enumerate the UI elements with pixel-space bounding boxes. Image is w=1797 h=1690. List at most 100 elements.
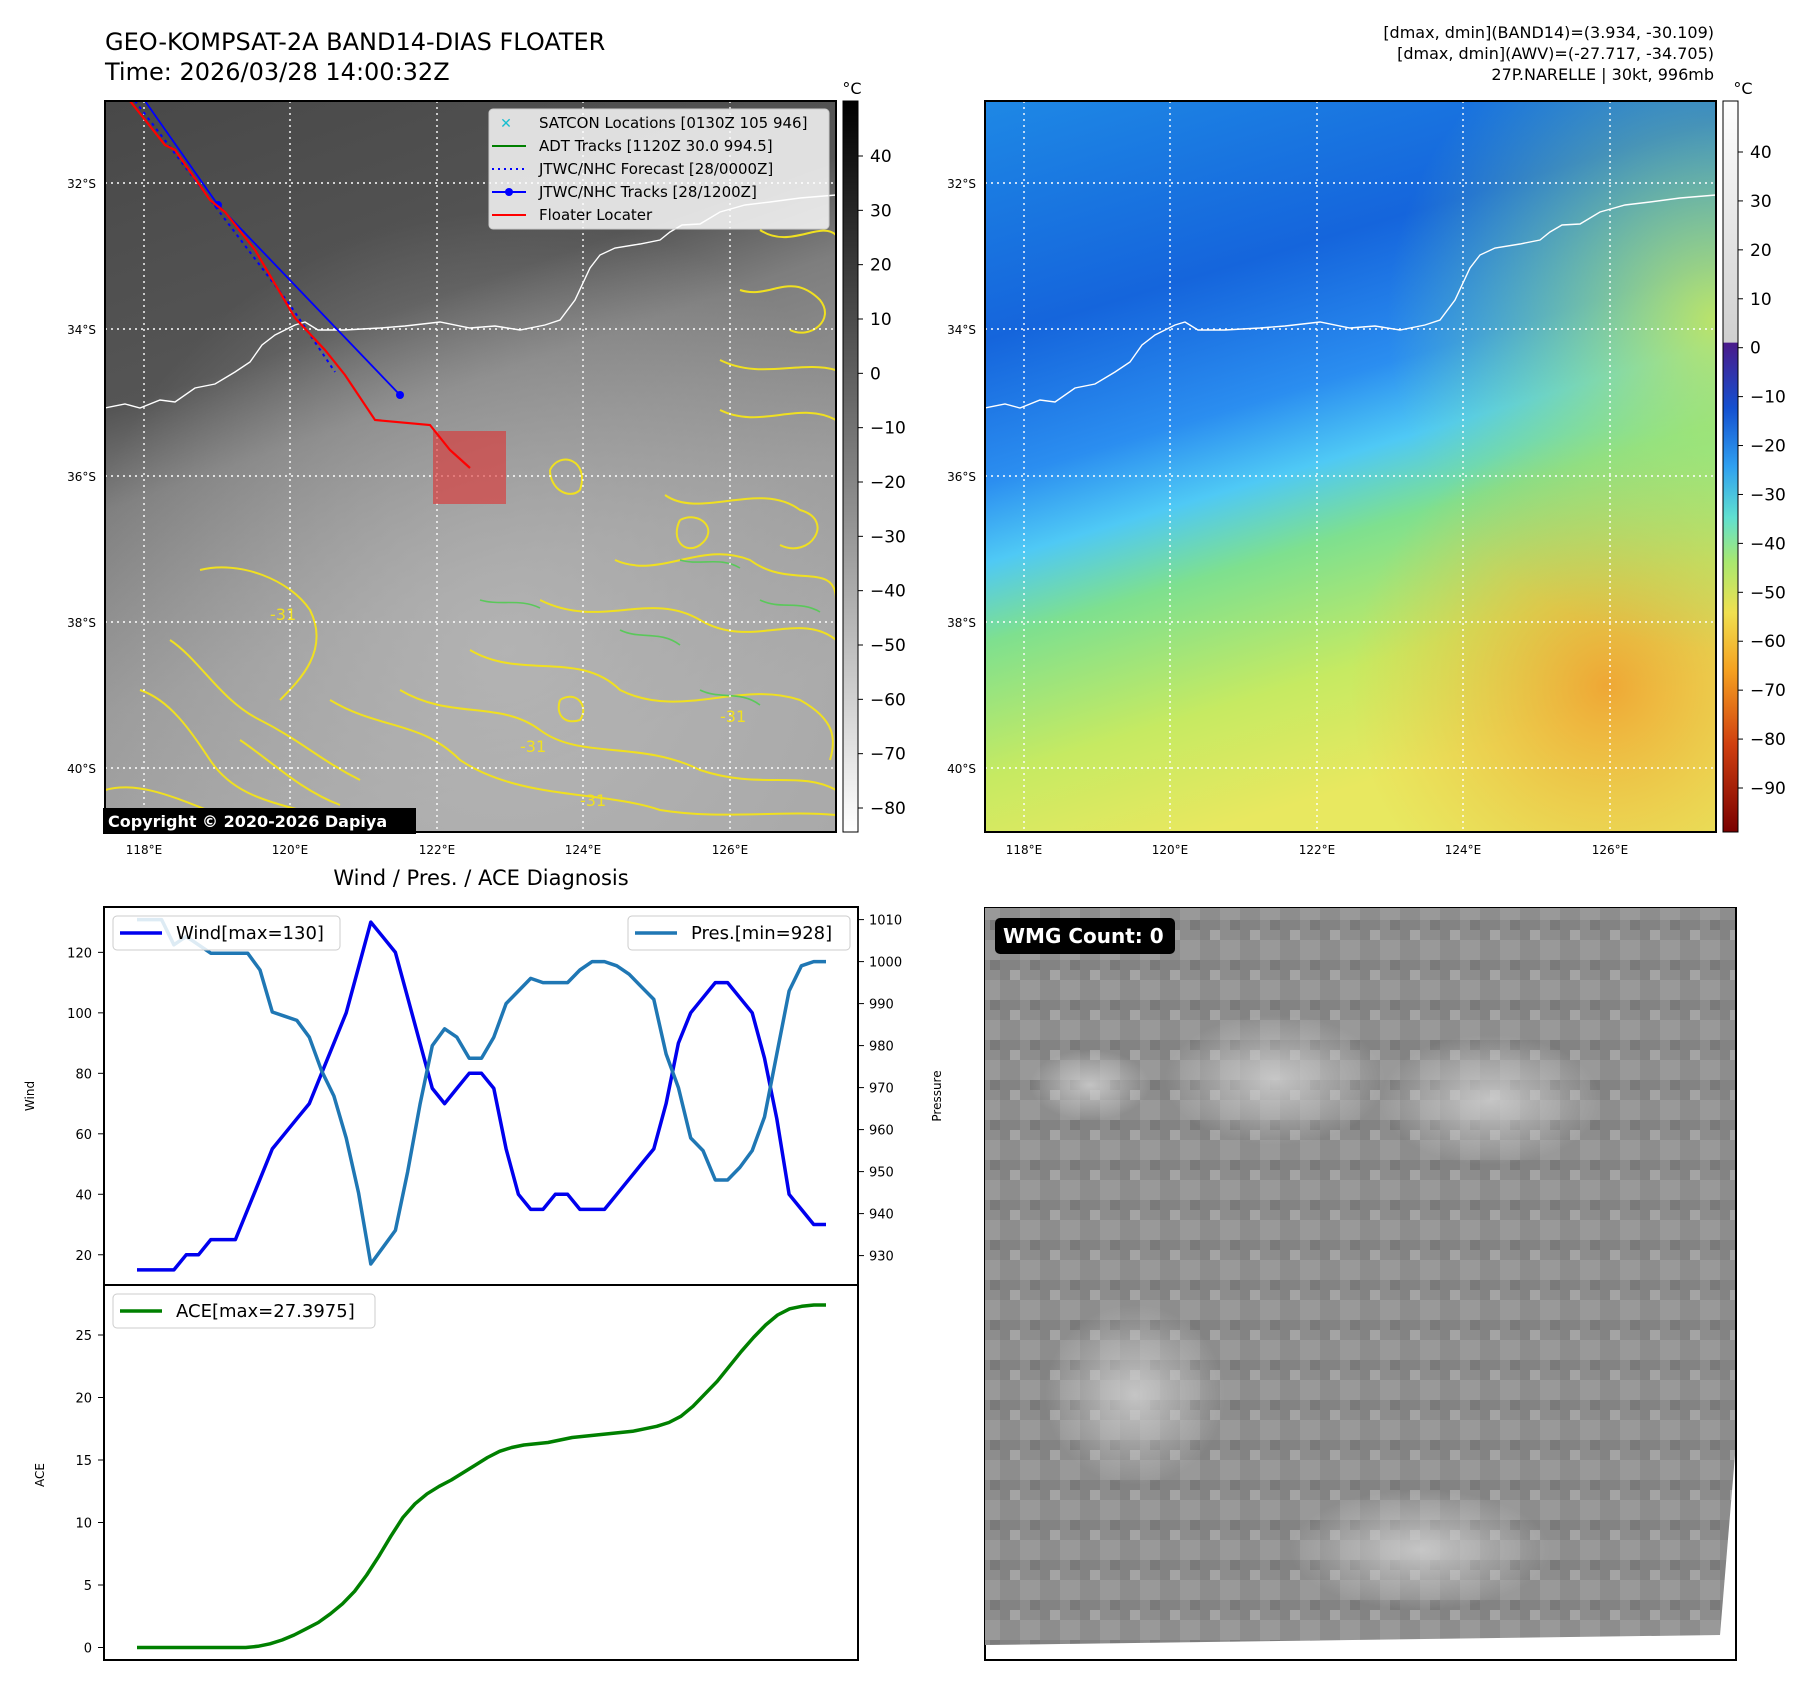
colorbar-tick-label: −20 [870, 473, 906, 493]
wmg-count-badge [995, 918, 1175, 954]
contour-label: -31 [720, 707, 746, 726]
colorbar-tick-label: 0 [870, 364, 881, 384]
wind-y-tick-label: 100 [67, 1007, 92, 1022]
colorbar-tick-label: 40 [870, 147, 892, 167]
pressure-legend: Pres.[min=928] [627, 915, 851, 951]
colorbar-tick-label: −10 [1750, 388, 1786, 408]
wmg-bright-cell [1165, 1015, 1385, 1145]
contour-label: -31 [270, 605, 296, 624]
diagnosis-title: Wind / Pres. / ACE Diagnosis [333, 866, 628, 890]
stats-band14: [dmax, dmin](BAND14)=(3.934, -30.109) [1383, 23, 1714, 42]
wv-colorbar-ticks: 40 30 20 10 0 −10 −20 −30 −40 −50 −60 −70 −80 −90 [1738, 143, 1786, 799]
contour-31 [105, 229, 836, 816]
ace-y-ticks: 0 5 10 15 20 25 [75, 1329, 104, 1657]
lon-tick-118e: 118°E [1006, 843, 1043, 857]
ace-chart: 0 5 10 15 20 25 ACE ACE[max=27.3975] [33, 1284, 859, 1661]
colorbar-tick-label: −10 [870, 419, 906, 439]
legend-jtwc-marker [505, 188, 513, 196]
lat-tick-40s: 40°S [67, 762, 96, 776]
ace-legend: ACE[max=27.3975] [112, 1293, 376, 1329]
figure-timestamp: Time: 2026/03/28 14:00:32Z [104, 58, 450, 86]
lat-tick-40s: 40°S [947, 762, 976, 776]
colorbar-tick-label: −90 [1750, 779, 1786, 799]
lon-tick-122e: 122°E [419, 843, 456, 857]
colorbar-tick-label: 0 [1750, 339, 1761, 359]
ace-chart-frame [103, 1284, 859, 1661]
legend-satcon-label: SATCON Locations [0130Z 105 946] [539, 114, 807, 132]
colorbar-tick-label: −30 [1750, 485, 1786, 505]
lat-tick-32s: 32°S [947, 177, 976, 191]
wind-y-tick-label: 20 [75, 1249, 92, 1264]
colorbar-tick-label: −70 [1750, 681, 1786, 701]
lat-tick-32s: 32°S [67, 177, 96, 191]
wv-coastline [985, 194, 1716, 409]
lon-tick-118e: 118°E [126, 843, 163, 857]
colorbar-tick-label: −20 [1750, 437, 1786, 457]
wind-chart-frame [103, 906, 859, 1286]
colorbar-tick-label: 30 [1750, 192, 1772, 212]
wv-colorbar-unit: °C [1733, 79, 1752, 98]
wv-graticule [985, 101, 1716, 832]
wind-y-tick-label: 80 [75, 1067, 92, 1082]
colorbar-tick-label: 10 [870, 310, 892, 330]
pressure-y-tick-label: 1010 [869, 914, 902, 929]
lat-tick-36s: 36°S [947, 470, 976, 484]
colorbar-tick-label: 20 [870, 256, 892, 276]
pressure-y-tick-label: 980 [869, 1040, 894, 1055]
wind-y-tick-label: 40 [75, 1188, 92, 1203]
pressure-series-line [137, 917, 826, 1266]
colorbar-tick-label: 30 [870, 201, 892, 221]
ir-frame [104, 100, 837, 833]
lat-tick-38s: 38°S [67, 616, 96, 630]
contour-label: -31 [520, 737, 546, 756]
colorbar-tick-label: −80 [870, 799, 906, 819]
ace-series-line [137, 1303, 826, 1650]
lon-tick-126e: 126°E [712, 843, 749, 857]
colorbar-tick-label: −50 [1750, 583, 1786, 603]
wmg-panel: WMG Count: 0 [984, 907, 1737, 1661]
pressure-y-tick-label: 990 [869, 998, 894, 1013]
pressure-y-tick-label: 930 [869, 1250, 894, 1265]
lat-tick-34s: 34°S [67, 323, 96, 337]
lon-tick-124e: 124°E [1445, 843, 1482, 857]
pressure-y-tick-label: 950 [869, 1166, 894, 1181]
lat-tick-34s: 34°S [947, 323, 976, 337]
legend-forecast-label: JTWC/NHC Forecast [28/0000Z] [538, 160, 773, 178]
lat-tick-38s: 38°S [947, 616, 976, 630]
ace-y-tick-label: 0 [84, 1642, 92, 1657]
wind-pressure-chart: 20 40 60 80 100 120 930 940 950 960 970 980 990 1000… [23, 906, 944, 1286]
ir-lon-ticks: 118°E 120°E 122°E 124°E 126°E [126, 843, 749, 857]
colorbar-tick-label: −40 [1750, 534, 1786, 554]
colorbar-tick-label: −40 [870, 582, 906, 602]
ace-y-tick-label: 20 [75, 1392, 92, 1407]
jtwc-track-point [396, 391, 404, 399]
wv-frame [984, 100, 1717, 833]
legend-floater-label: Floater Locater [539, 206, 653, 224]
ace-y-tick-label: 25 [75, 1329, 92, 1344]
colorbar-tick-label: −70 [870, 745, 906, 765]
wv-colorbar: °C 40 30 20 10 0 −10 −20 −30 −40 −50 −60 −70 −80 −90 [1722, 79, 1786, 833]
colorbar-tick-label: 10 [1750, 290, 1772, 310]
lon-tick-120e: 120°E [1152, 843, 1189, 857]
lon-tick-120e: 120°E [272, 843, 309, 857]
wv-map-panel: 32°S 34°S 36°S 38°S 40°S 118°E 120°E 122… [947, 100, 1717, 857]
ace-y-tick-label: 10 [75, 1517, 92, 1532]
wmg-bright-cell [1290, 1490, 1550, 1610]
legend-jtwc-label: JTWC/NHC Tracks [28/1200Z] [538, 183, 757, 201]
wv-lon-ticks: 118°E 120°E 122°E 124°E 126°E [1006, 843, 1629, 857]
legend-adt-label: ADT Tracks [1120Z 30.0 994.5] [539, 137, 773, 155]
colorbar-tick-label: 40 [1750, 143, 1772, 163]
wind-legend-label: Wind[max=130] [176, 923, 324, 944]
jtwc-forecast-track [134, 101, 336, 373]
ace-y-label: ACE [33, 1463, 47, 1487]
ace-y-tick-label: 5 [84, 1579, 92, 1594]
contour-label: -31 [580, 791, 606, 810]
colorbar-tick-label: −80 [1750, 730, 1786, 750]
wmg-bright-cell [1380, 1035, 1600, 1165]
ir-colorbar-unit: °C [842, 79, 861, 98]
pressure-legend-label: Pres.[min=928] [691, 923, 832, 944]
lon-tick-124e: 124°E [565, 843, 602, 857]
pressure-y-tick-label: 1000 [869, 956, 902, 971]
wv-moist-east [985, 101, 1716, 832]
